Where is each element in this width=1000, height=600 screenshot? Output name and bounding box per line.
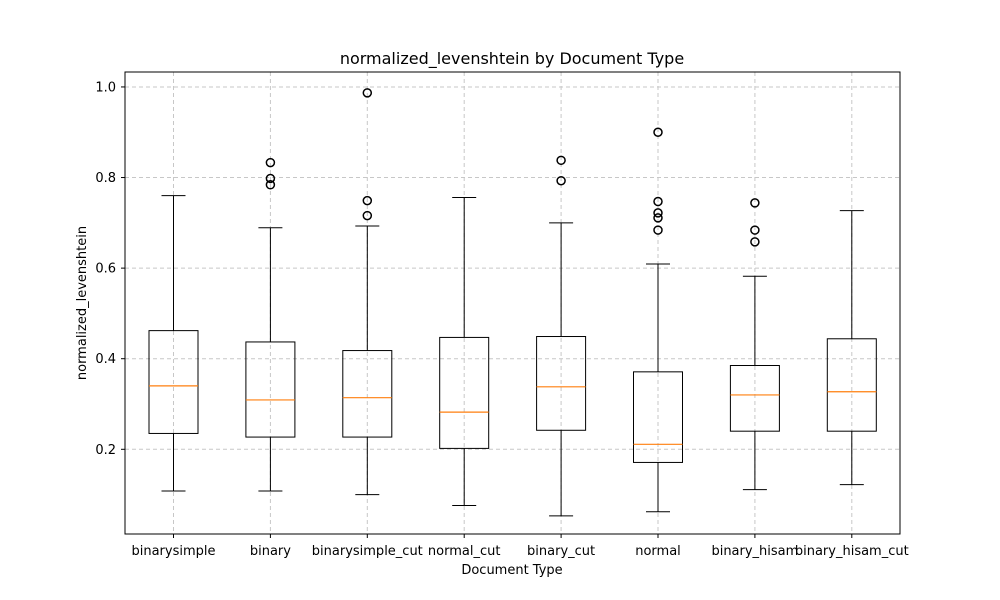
y-ticks: 0.2 0.4 0.6 0.8 1.0 <box>95 80 125 458</box>
grid-layer <box>125 72 900 534</box>
y-tick-label: 0.6 <box>95 262 116 277</box>
outlier-point <box>653 196 663 207</box>
outlier-point <box>362 88 373 98</box>
box-group-normal_cut <box>439 196 490 506</box>
box-group-normal <box>633 127 683 513</box>
box-group-binary_hisam <box>729 198 780 491</box>
outlier-point <box>362 195 373 206</box>
iqr-box <box>245 341 296 438</box>
outlier-point <box>653 213 663 223</box>
iqr-box <box>633 371 683 463</box>
x-tick-label: binary_hisam <box>711 544 798 559</box>
y-tick-label: 1.0 <box>95 80 116 95</box>
chart-title: normalized_levenshtein by Document Type <box>340 49 684 69</box>
y-tick-label: 0.2 <box>95 443 116 458</box>
boxes-layer <box>148 88 877 517</box>
y-axis-label: normalized_levenshtein <box>75 226 90 380</box>
outlier-point <box>653 225 663 235</box>
x-tick-label: binary_cut <box>527 544 595 559</box>
box-group-binary_cut <box>536 155 587 517</box>
outlier-point <box>750 198 760 208</box>
x-tick-label: binarysimple <box>131 544 215 559</box>
outlier-point <box>265 173 276 184</box>
outlier-point <box>750 237 760 247</box>
box-group-binarysimple <box>148 195 199 492</box>
x-axis-label: Document Type <box>461 563 562 578</box>
box-group-binary_hisam_cut <box>826 210 877 486</box>
outlier-point <box>556 175 566 186</box>
x-tick-label: binarysimple_cut <box>312 544 423 559</box>
outlier-point <box>265 157 276 168</box>
iqr-box <box>729 365 780 432</box>
plot-frame <box>124 71 901 535</box>
iqr-box <box>826 338 877 432</box>
y-tick-label: 0.8 <box>95 171 116 186</box>
iqr-box <box>148 330 199 434</box>
outlier-point <box>362 210 373 221</box>
x-tick-label: normal <box>635 544 681 559</box>
x-tick-label: binary_hisam_cut <box>795 544 909 559</box>
x-ticks: binarysimple binary binarysimple_cut normal… <box>131 534 909 559</box>
iqr-box <box>342 350 393 438</box>
iqr-box <box>536 336 587 431</box>
x-tick-label: binary <box>250 544 291 559</box>
outlier-point <box>653 127 663 137</box>
outlier-point <box>653 208 663 218</box>
box-group-binarysimple_cut <box>342 88 393 496</box>
y-tick-label: 0.4 <box>95 352 116 367</box>
iqr-box <box>439 336 490 449</box>
x-tick-label: normal_cut <box>428 544 501 559</box>
outlier-point <box>556 155 566 166</box>
box-group-binary <box>245 157 296 492</box>
outlier-point <box>750 225 760 235</box>
outlier-point <box>265 180 276 190</box>
